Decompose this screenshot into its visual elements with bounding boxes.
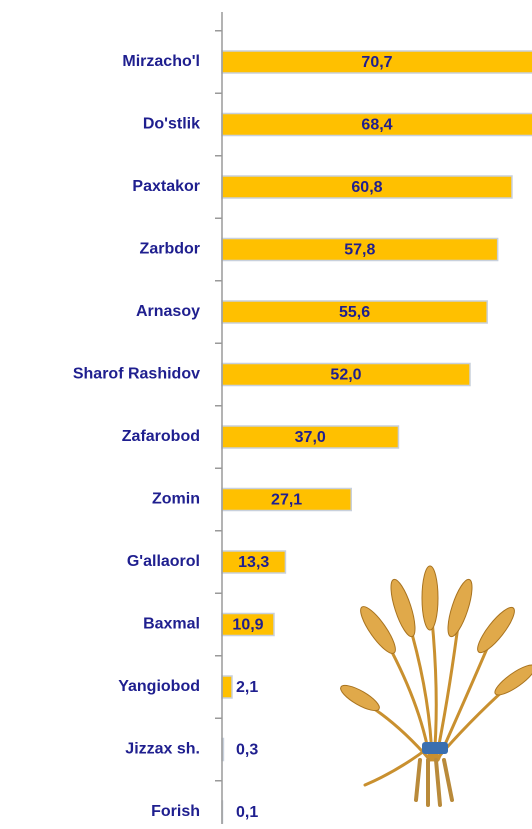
value-label: 10,9 xyxy=(232,617,263,634)
value-label: 0,1 xyxy=(236,804,258,821)
value-label: 60,8 xyxy=(351,179,382,196)
category-label: Sharof Rashidov xyxy=(73,366,200,383)
value-label: 70,7 xyxy=(361,54,392,71)
value-label: 27,1 xyxy=(271,492,302,509)
category-label: G'allaorol xyxy=(127,553,200,570)
category-label: Baxmal xyxy=(143,616,200,633)
category-label: Jizzax sh. xyxy=(125,741,200,758)
value-label: 13,3 xyxy=(238,554,269,571)
page: Mirzacho'l Do'stlik Paxtakor Zarbdor Arnasoy… xyxy=(0,0,532,824)
value-label: 2,1 xyxy=(236,679,258,696)
category-label: Paxtakor xyxy=(132,178,200,195)
wheat-illustration xyxy=(337,566,532,805)
category-label: Arnasoy xyxy=(136,303,200,320)
category-label: Zomin xyxy=(152,491,200,508)
category-label: Yangiobod xyxy=(118,678,200,695)
category-label: Forish xyxy=(151,803,200,820)
chart: Mirzacho'l Do'stlik Paxtakor Zarbdor Arnasoy… xyxy=(0,0,532,824)
category-label: Zafarobod xyxy=(122,428,200,445)
category-label: Do'stlik xyxy=(143,116,200,133)
value-label: 52,0 xyxy=(330,367,361,384)
bar xyxy=(222,676,232,698)
value-label: 68,4 xyxy=(361,117,392,134)
value-label: 37,0 xyxy=(295,429,326,446)
value-label: 0,3 xyxy=(236,742,258,759)
value-label: 57,8 xyxy=(344,242,375,259)
value-label: 55,6 xyxy=(339,304,370,321)
category-label: Mirzacho'l xyxy=(122,53,200,70)
category-label: Zarbdor xyxy=(140,241,200,258)
